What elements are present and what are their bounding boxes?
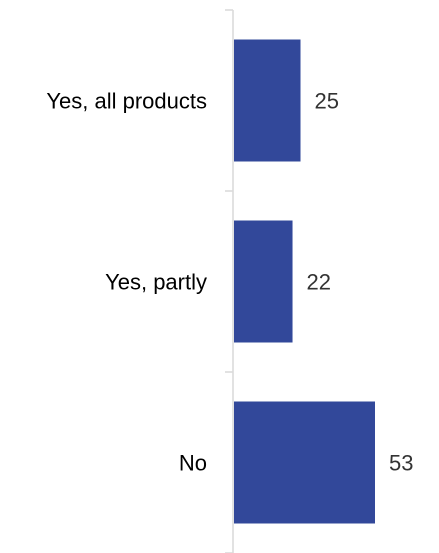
category-labels: Yes, all products Yes, partly No xyxy=(46,89,207,476)
bars xyxy=(234,39,375,524)
category-label-1: Yes, partly xyxy=(105,270,207,295)
category-label-2: No xyxy=(179,451,207,476)
data-label-0: 25 xyxy=(315,89,339,114)
axis-ticks xyxy=(225,9,233,553)
data-label-2: 53 xyxy=(389,451,413,476)
data-label-1: 22 xyxy=(307,270,331,295)
category-label-0: Yes, all products xyxy=(46,89,207,114)
bar-2 xyxy=(234,401,375,524)
bar-1 xyxy=(234,220,293,343)
value-labels: 25 22 53 xyxy=(307,89,414,476)
bar-0 xyxy=(234,39,301,162)
